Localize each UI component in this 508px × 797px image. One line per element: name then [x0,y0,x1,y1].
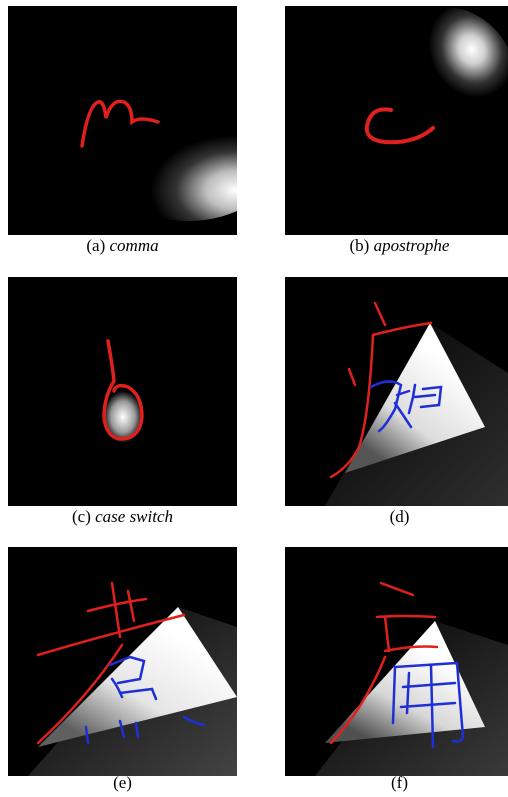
caption-letter: (d) [389,507,410,526]
caption-b: (b) apostrophe [285,236,508,256]
caption-letter: (c) [71,507,91,526]
caption-a: (a) comma [8,236,237,256]
panel-f-image [285,547,508,776]
panel-b-canvas [285,6,508,235]
caption-name: apostrophe [373,236,450,255]
caption-letter: (e) [113,773,132,792]
pen-stroke [329,301,433,479]
pen-stroke [329,581,439,745]
caption-c: (c) case switch [8,507,237,527]
panel-f-canvas [285,547,508,776]
caption-d: (d) [285,507,508,527]
heat-glow [393,7,508,145]
panel-a-canvas [8,6,237,235]
heat-glow [38,607,237,747]
pen-stroke-blue [391,661,465,749]
pen-stroke [36,581,186,745]
panel-c-image [8,277,237,506]
pen-stroke [102,339,144,441]
heat-glow [325,621,485,743]
pen-stroke-blue [369,380,443,433]
pen-stroke-blue [84,655,206,745]
panel-b-image [285,6,508,235]
caption-letter: (a) [86,236,106,255]
panel-e-image [8,547,237,776]
caption-e: (e) [8,773,237,793]
panel-c-canvas [8,277,237,506]
heat-glow [103,111,237,221]
caption-f: (f) [285,773,508,793]
heat-glow [103,391,143,443]
caption-letter: (f) [391,773,408,792]
panel-e-canvas [8,547,237,776]
panel-a-image [8,6,237,235]
panel-d-canvas [285,277,508,506]
pen-stroke [364,107,435,145]
caption-name: comma [109,236,159,255]
pen-stroke [80,99,160,148]
panel-d-image [285,277,508,506]
caption-name: case switch [95,507,174,526]
caption-letter: (b) [349,236,370,255]
